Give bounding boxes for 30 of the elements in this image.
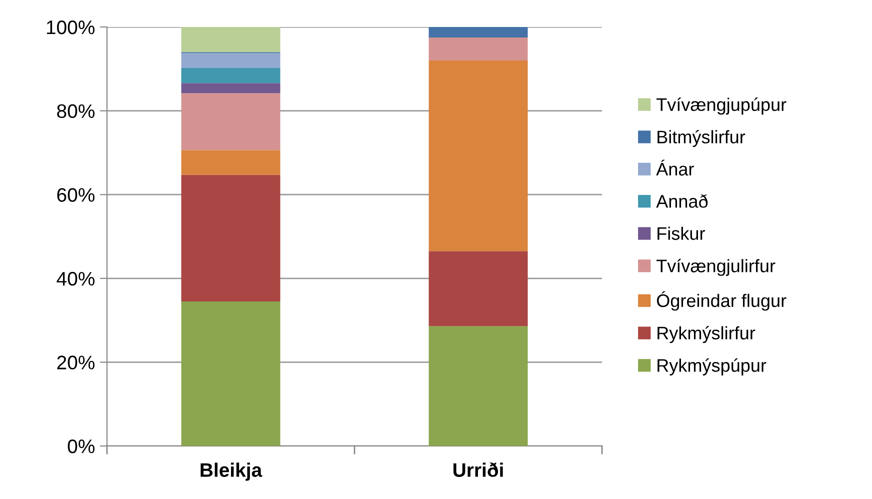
legend-label: Rykmýspúpur — [658, 358, 766, 376]
legend-label: Tvívængjulirfur — [656, 258, 776, 276]
bar — [181, 68, 280, 84]
bar — [428, 251, 528, 326]
bar — [428, 326, 528, 446]
y-tick-label: 100% — [46, 20, 95, 34]
bar — [181, 52, 280, 68]
legend-label: Rykmýslirfur — [658, 326, 756, 344]
bar — [181, 301, 280, 446]
y-tick-label: 40% — [56, 272, 95, 286]
bar — [181, 174, 280, 302]
legend-label: Annað — [656, 194, 708, 208]
legend-label: Ánar — [656, 160, 694, 176]
y-tick-label: 20% — [57, 356, 95, 370]
legend-label: Ógreindar flugur — [656, 291, 786, 311]
legend-label: Bitmýslirfur — [658, 130, 746, 147]
legend-label: Tvívængjupúpur — [656, 98, 786, 115]
y-tick-label: 80% — [57, 104, 95, 118]
x-tick-label: Urriði — [453, 462, 503, 477]
x-tick-label: Bleikja — [200, 462, 262, 481]
bar — [428, 37, 528, 61]
y-tick-label: 60% — [57, 188, 95, 202]
y-tick-label: 0% — [68, 439, 95, 454]
bar — [428, 60, 528, 252]
bar — [181, 93, 280, 150]
bar — [181, 150, 280, 175]
bar — [181, 27, 280, 52]
legend-label: Fiskur — [658, 226, 705, 240]
bar — [428, 27, 528, 38]
bar — [181, 83, 280, 94]
